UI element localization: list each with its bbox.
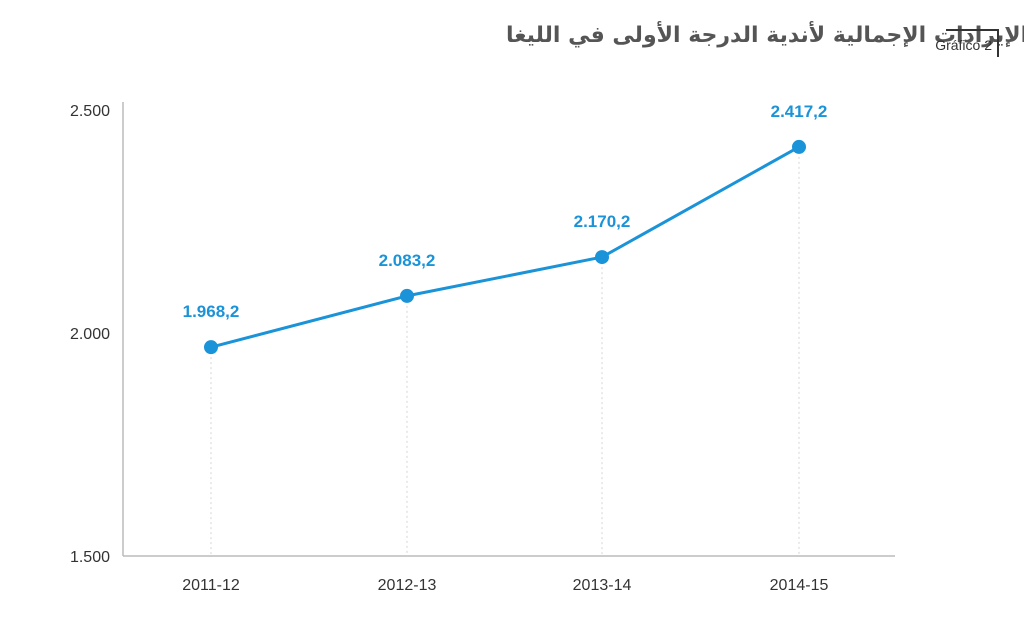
y-tick-label: 2.000: [70, 326, 110, 343]
data-label: 2.170,2: [574, 212, 631, 231]
data-label: 2.083,2: [379, 251, 436, 270]
data-point: [595, 250, 609, 265]
x-tick-labels: 2011-12 2012-13 2013-14 2014-15: [182, 577, 828, 594]
vertical-guides: [210, 146, 800, 556]
figure-tag-label: Gráfico 2: [935, 37, 992, 53]
x-tick-label: 2012-13: [378, 577, 437, 594]
chart-title: الإيرادات الإجمالية لأندية الدرجة الأولى…: [506, 20, 1024, 48]
series-line: [209, 145, 801, 349]
x-tick-label: 2013-14: [573, 577, 632, 594]
y-tick-labels: 1.500 2.000 2.500: [70, 103, 110, 566]
data-label: 2.417,2: [771, 102, 828, 121]
x-tick-label: 2014-15: [770, 577, 829, 594]
series: 1.968,2 2.083,2 2.170,2 2.417,2: [183, 102, 828, 355]
figure-tag-bracket: [946, 29, 999, 57]
x-tick-label: 2011-12: [182, 577, 240, 594]
figure-tag: Gráfico 2: [935, 29, 999, 57]
y-tick-label: 1.500: [70, 549, 110, 566]
data-point: [792, 139, 806, 154]
y-tick-label: 2.500: [70, 103, 110, 120]
data-point: [204, 340, 218, 355]
data-point: [400, 288, 414, 303]
data-label: 1.968,2: [183, 302, 240, 321]
